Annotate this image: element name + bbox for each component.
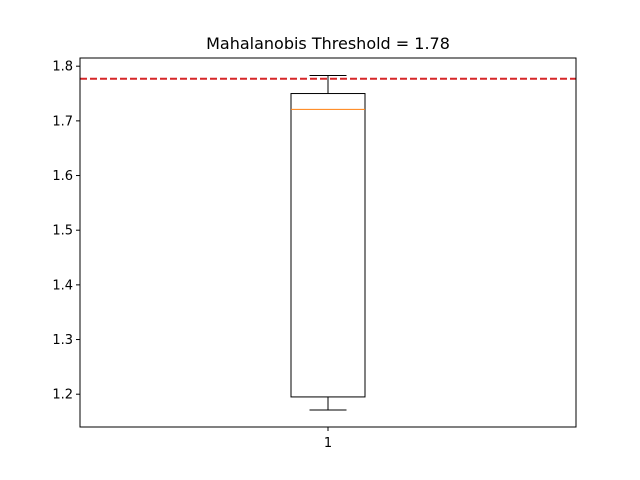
x-axis: 1 xyxy=(324,427,332,451)
x-tick-label: 1 xyxy=(324,436,332,451)
y-tick-label: 1.7 xyxy=(52,114,73,129)
y-tick-label: 1.2 xyxy=(52,388,73,403)
y-axis: 1.2 1.3 1.4 1.5 1.6 1.7 1.8 xyxy=(52,60,80,403)
y-tick-label: 1.6 xyxy=(52,169,73,184)
plot-area-frame xyxy=(79,57,577,428)
iqr-box xyxy=(290,93,366,398)
y-tick-label: 1.5 xyxy=(52,224,73,239)
y-tick-label: 1.3 xyxy=(52,333,73,348)
box-group xyxy=(290,74,366,411)
chart-title: Mahalanobis Threshold = 1.78 xyxy=(206,34,450,53)
y-tick-label: 1.4 xyxy=(52,278,73,293)
y-tick-label: 1.8 xyxy=(52,60,73,75)
